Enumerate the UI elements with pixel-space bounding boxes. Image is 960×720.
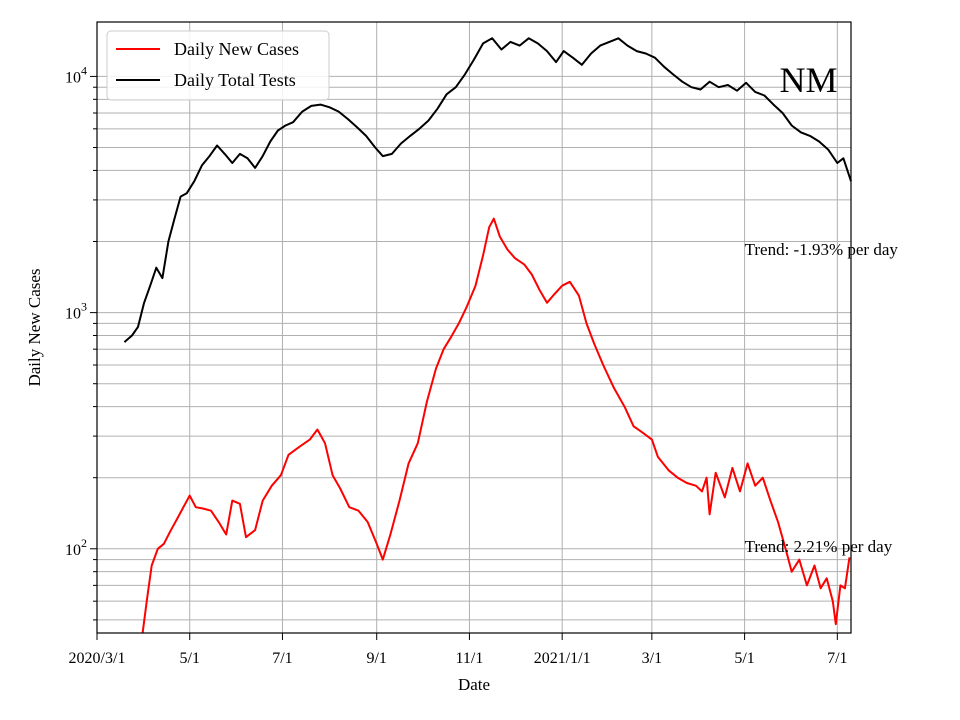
grid [96,22,851,633]
series-layer [123,37,852,634]
legend-label: Daily Total Tests [174,70,296,90]
y-axis-label: Daily New Cases [25,268,44,386]
x-tick-label: 2021/1/1 [534,650,591,667]
y-tick-label: 104 [65,63,87,86]
x-tick-label: 2020/3/1 [69,650,126,667]
x-axis-label: Date [458,675,490,694]
series-line-daily-total-tests [123,37,852,343]
state-label: NM [780,60,838,100]
y-tick-label: 102 [65,536,87,559]
x-tick-label: 5/1 [734,650,754,667]
legend-box [106,30,330,101]
x-tick-label: 9/1 [366,650,386,667]
annotations: Trend: -1.93% per day Trend: 2.21% per da… [745,60,899,556]
series-line-daily-new-cases [141,217,851,634]
x-tick-label: 7/1 [827,650,847,667]
plot-frame [96,21,852,634]
x-tick-label: 7/1 [272,650,292,667]
legend: Daily New Cases Daily Total Tests [106,30,330,101]
x-tick-label: 11/1 [456,650,484,667]
legend-label: Daily New Cases [174,39,299,59]
trend-annotation: Trend: -1.93% per day [745,240,899,259]
x-tick-label: 3/1 [642,650,662,667]
trend-annotation: Trend: 2.21% per day [745,537,893,556]
axis-ticks: 2020/3/1 5/1 7/1 9/1 11/1 2021/1/1 3/1 5/1 7/1 10… [65,63,848,667]
y-tick-label: 103 [65,300,87,323]
x-tick-label: 5/1 [180,650,200,667]
